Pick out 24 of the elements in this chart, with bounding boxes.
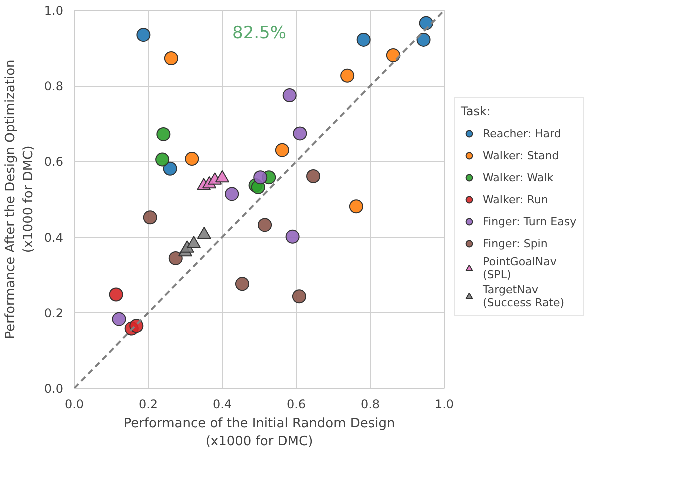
y-tick-label: 0.2: [44, 306, 64, 320]
legend-label: Finger: Turn Easy: [483, 215, 577, 228]
x-tick-label: 0.6: [286, 398, 306, 412]
legend-label: Finger: Spin: [483, 237, 548, 250]
y-tick-label: 0.4: [44, 230, 64, 245]
legend-label: Reacher: Hard: [483, 127, 562, 140]
legend-label: TargetNav (Success Rate): [483, 284, 565, 310]
x-tick-label: 0.0: [64, 398, 84, 412]
annotation: 82.5%: [232, 24, 287, 44]
x-tick-label: 0.8: [360, 398, 380, 412]
legend-title: Task:: [461, 104, 492, 118]
x-tick-label: 0.4: [212, 398, 232, 412]
y-tick-label: 1.0: [44, 4, 64, 18]
x-tick-label: 1.0: [434, 398, 454, 412]
legend-label: PointGoalNav (SPL): [483, 256, 557, 282]
legend-label: Walker: Stand: [483, 149, 560, 162]
y-tick-label: 0.6: [44, 155, 64, 170]
x-axis-title: Performance of the Initial Random Design (x1000 for DMC): [124, 416, 396, 450]
y-axis-title: Performance After the Design Optimization (x1000 for DMC): [3, 60, 36, 340]
x-tick-label: 0.2: [138, 398, 158, 412]
y-tick-label: 0.0: [44, 382, 64, 396]
legend-label: Walker: Run: [483, 193, 548, 206]
legend-label: Walker: Walk: [483, 171, 554, 184]
y-tick-label: 0.8: [44, 80, 64, 94]
